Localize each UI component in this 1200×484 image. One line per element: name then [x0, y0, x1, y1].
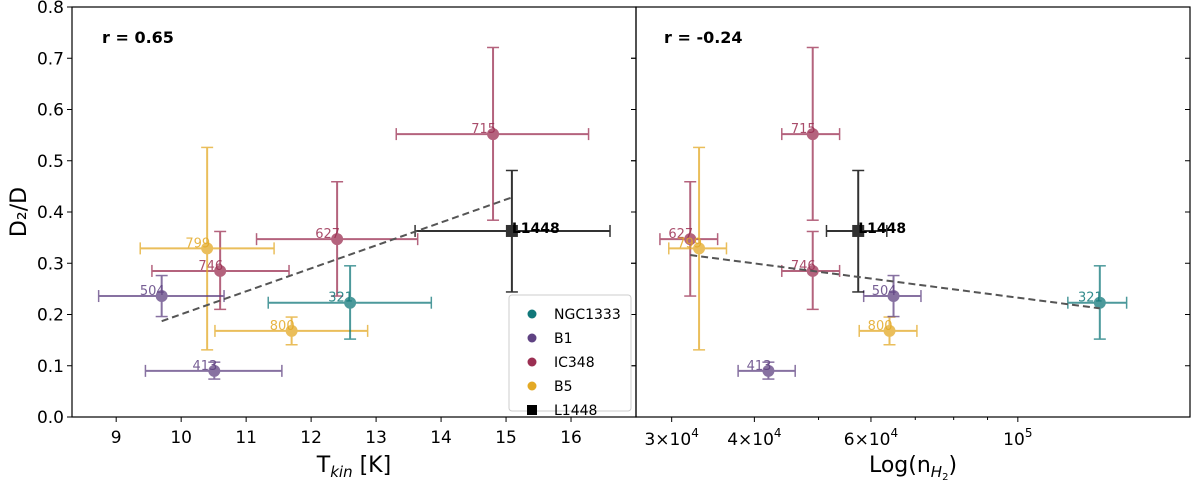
x-tick-label: 6×104 [844, 426, 898, 450]
point-label: L1448 [512, 221, 560, 237]
circle-marker [806, 128, 819, 141]
y-axis-label: D₂/D [7, 187, 32, 237]
data-point-799 [668, 146, 728, 351]
point-label: 715 [471, 122, 496, 137]
square-marker [852, 224, 865, 237]
x-tick-label: 16 [560, 428, 582, 448]
circle-marker [883, 324, 896, 337]
data-point-504 [97, 274, 225, 318]
x-axis-label: Tkin [K] [316, 453, 391, 480]
point-label: 321 [328, 291, 353, 306]
right-panel-density: 3×104 4×104 6×104 105 Log(nH2) r = -0.24 715 62… [631, 6, 1191, 483]
legend-marker-B5 [527, 381, 537, 391]
y-tick-label: 0.2 [37, 306, 64, 326]
fit-line [161, 196, 512, 323]
data-point-413 [737, 361, 796, 380]
point-label: 799 [677, 236, 702, 251]
point-label: 746 [791, 259, 816, 274]
circle-marker [214, 264, 227, 277]
y-tick-label: 0.6 [37, 101, 64, 121]
correlation-annotation: r = -0.24 [664, 28, 743, 47]
point-label: 799 [185, 236, 210, 251]
point-label: 627 [315, 227, 340, 242]
circle-marker [887, 290, 900, 303]
point-label: 627 [668, 227, 693, 242]
circle-marker [285, 324, 298, 337]
data-point-L1448 [825, 169, 888, 293]
x-tick-label: 11 [235, 428, 257, 448]
data-point-715 [395, 46, 590, 221]
axes-frame [635, 6, 1191, 418]
square-marker [505, 224, 518, 237]
legend-marker-NGC1333 [527, 309, 537, 319]
data-point-800 [858, 316, 918, 346]
circle-marker [762, 364, 775, 377]
legend: NGC1333 B1 IC348 B5 L1448 [508, 294, 632, 419]
legend-label-B5: B5 [554, 379, 573, 395]
legend-label-NGC1333: NGC1333 [554, 307, 621, 323]
point-label: 504 [872, 284, 897, 299]
legend-marker-L1448 [527, 405, 537, 415]
x-tick-label: 4×104 [727, 426, 781, 450]
y-tick-label: 0.1 [37, 357, 64, 377]
circle-marker [201, 242, 214, 255]
x-tick-label: 15 [495, 428, 517, 448]
circle-marker [155, 290, 168, 303]
data-point-321 [1067, 265, 1128, 340]
legend-marker-IC348 [527, 357, 537, 367]
point-label: 321 [1078, 291, 1103, 306]
data-point-627 [659, 181, 719, 297]
x-tick-label: 14 [430, 428, 452, 448]
data-point-800 [214, 316, 369, 346]
circle-marker [331, 233, 344, 246]
y-tick-label: 0.7 [37, 49, 64, 69]
data-point-504 [862, 274, 922, 318]
legend-label-IC348: IC348 [554, 355, 595, 371]
circle-marker [693, 242, 706, 255]
legend-label-B1: B1 [554, 331, 573, 347]
point-label: 504 [140, 284, 165, 299]
x-tick-label: 12 [300, 428, 322, 448]
point-label: 800 [270, 319, 295, 334]
fit-line [690, 254, 1100, 310]
data-point-799 [139, 146, 275, 351]
legend-box [508, 294, 632, 412]
data-point-321 [267, 265, 433, 340]
x-tick-label: 9 [111, 428, 122, 448]
circle-marker [208, 364, 221, 377]
x-tick-label: 105 [1003, 426, 1032, 450]
x-axis-label: Log(nH2) [869, 453, 957, 480]
x-tick-label: 3×104 [644, 426, 698, 450]
circle-marker [344, 296, 357, 309]
y-tick-label: 0.0 [37, 408, 64, 428]
circle-marker [1093, 296, 1106, 309]
y-tick-label: 0.5 [37, 152, 64, 172]
legend-marker-B1 [527, 333, 537, 343]
legend-label-L1448: L1448 [554, 403, 597, 419]
circle-marker [487, 128, 500, 141]
correlation-annotation: r = 0.65 [102, 28, 174, 47]
data-point-715 [781, 46, 841, 221]
point-label: 413 [192, 359, 217, 374]
x-tick-label: 13 [365, 428, 387, 448]
y-tick-label: 0.4 [37, 203, 64, 223]
y-tick-label: 0.8 [37, 0, 64, 18]
data-point-413 [144, 361, 283, 380]
point-label: 800 [868, 319, 893, 334]
circle-marker [684, 233, 697, 246]
x-tick-label: 10 [170, 428, 192, 448]
point-label: 413 [747, 359, 772, 374]
point-label: 746 [198, 259, 223, 274]
point-label: L1448 [858, 221, 906, 237]
point-label: 715 [791, 122, 816, 137]
left-panel-temperature: 0.0 0.1 0.2 0.3 0.4 0.5 0.6 0.7 0.8 9 10 11 12 13 14 15… [37, 0, 637, 481]
y-tick-label: 0.3 [37, 254, 64, 274]
